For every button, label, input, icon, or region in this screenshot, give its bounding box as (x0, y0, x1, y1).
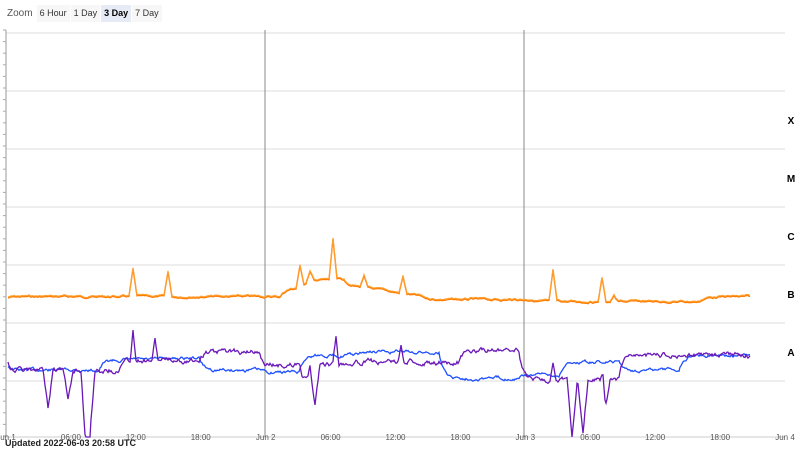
zoom-3-day-button[interactable]: 3 Day (101, 4, 132, 22)
class-label-B: B (787, 290, 794, 301)
class-label-M: M (787, 174, 795, 185)
x-tick-label: 18:00 (450, 433, 471, 442)
x-tick-label: Jun 2 (256, 433, 276, 442)
x-tick-label: 06:00 (321, 433, 342, 442)
x-tick-label: 18:00 (191, 433, 212, 442)
series-short-a-line (7, 349, 750, 382)
zoom-7-day-button[interactable]: 7 Day (132, 4, 162, 22)
zoom-1-day-button[interactable]: 1 Day (70, 4, 101, 22)
x-tick-label: 12:00 (645, 433, 666, 442)
updated-timestamp: Updated 2022-06-03 20:58 UTC (5, 438, 137, 448)
class-label-C: C (787, 232, 794, 243)
x-tick-label: Jun 1 (0, 433, 16, 442)
series-long-b-line (8, 237, 751, 304)
x-tick-label: 12:00 (126, 433, 147, 442)
class-label-A: A (787, 348, 794, 359)
x-tick-label: 06:00 (580, 433, 601, 442)
x-tick-label: 18:00 (710, 433, 731, 442)
zoom-label: Zoom (7, 7, 33, 19)
class-label-X: X (788, 116, 795, 127)
x-tick-label: 12:00 (385, 433, 406, 442)
zoom-bar: Zoom 6 Hour 1 Day 3 Day 7 Day (7, 4, 163, 22)
series-long-a-line (8, 238, 751, 305)
zoom-6-hour-button[interactable]: 6 Hour (36, 4, 70, 22)
x-tick-label: 06:00 (61, 433, 82, 442)
x-tick-label: Jun 3 (516, 433, 536, 442)
series-short-b-line (7, 329, 751, 438)
x-tick-label: Jun 4 (775, 433, 795, 442)
